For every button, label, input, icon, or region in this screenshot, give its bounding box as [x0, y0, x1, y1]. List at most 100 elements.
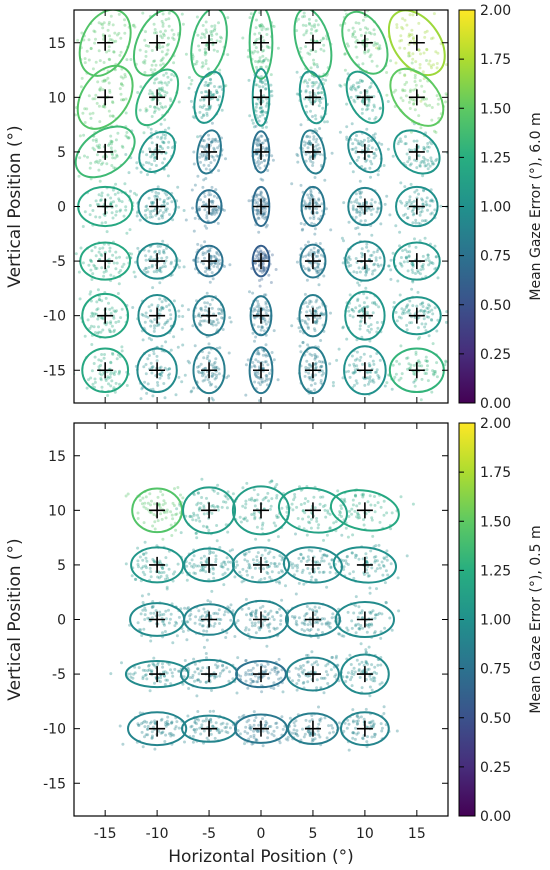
gaze-sample-point — [435, 94, 439, 98]
gaze-sample-point — [371, 359, 375, 363]
gaze-sample-point — [77, 174, 81, 178]
gaze-sample-point — [162, 251, 166, 255]
gaze-sample-point — [347, 261, 350, 265]
gaze-sample-point — [386, 100, 390, 103]
gaze-sample-point — [210, 37, 214, 41]
gaze-sample-point — [163, 501, 167, 505]
gaze-sample-point — [309, 190, 313, 194]
gaze-sample-point — [315, 211, 319, 215]
gaze-sample-point — [374, 42, 378, 46]
gaze-sample-point — [395, 23, 399, 27]
gaze-sample-point — [147, 161, 151, 165]
gaze-sample-point — [382, 556, 386, 560]
gaze-sample-point — [317, 269, 320, 273]
gaze-sample-point — [199, 615, 203, 619]
gaze-sample-point — [373, 559, 377, 562]
gaze-sample-point — [150, 153, 154, 157]
gaze-sample-point — [202, 356, 206, 360]
gaze-sample-point — [295, 29, 299, 33]
gaze-sample-point — [216, 483, 220, 487]
gaze-sample-point — [171, 674, 175, 678]
gaze-sample-point — [308, 207, 312, 211]
gaze-sample-point — [345, 137, 349, 141]
gaze-sample-point — [414, 83, 418, 87]
gaze-sample-point — [407, 200, 411, 204]
gaze-sample-point — [355, 38, 359, 42]
gaze-sample-point — [372, 152, 376, 156]
gaze-sample-point — [270, 668, 274, 672]
gaze-sample-point — [431, 369, 435, 373]
gaze-sample-point — [213, 255, 217, 259]
gaze-sample-point — [121, 83, 125, 87]
gaze-sample-point — [144, 30, 147, 34]
gaze-sample-point — [304, 104, 308, 108]
gaze-sample-point — [376, 501, 380, 505]
gaze-sample-point — [162, 198, 166, 202]
gaze-sample-point — [215, 373, 219, 377]
gaze-sample-point — [313, 251, 317, 255]
gaze-sample-point — [83, 334, 87, 338]
gaze-sample-point — [117, 282, 121, 286]
gaze-sample-point — [150, 215, 154, 219]
gaze-sample-point — [142, 627, 146, 631]
gaze-sample-point — [144, 271, 148, 274]
gaze-sample-point — [200, 477, 204, 481]
gaze-sample-point — [199, 198, 202, 202]
gaze-sample-point — [118, 53, 122, 57]
gaze-sample-point — [309, 100, 313, 104]
gaze-sample-point — [256, 138, 260, 142]
gaze-sample-point — [342, 565, 346, 569]
gaze-sample-point — [420, 84, 424, 88]
gaze-sample-point — [426, 208, 429, 212]
gaze-sample-point — [307, 253, 311, 257]
gaze-sample-point — [212, 93, 216, 96]
gaze-sample-point — [319, 163, 323, 167]
gaze-sample-point — [181, 22, 185, 26]
gaze-sample-point — [311, 115, 314, 118]
gaze-sample-point — [416, 326, 420, 330]
gaze-sample-point — [361, 141, 365, 144]
gaze-sample-point — [379, 663, 383, 667]
gaze-sample-point — [161, 62, 165, 66]
gaze-sample-point — [331, 381, 335, 384]
gaze-sample-point — [212, 48, 216, 52]
gaze-sample-point — [358, 203, 362, 207]
gaze-sample-point — [193, 344, 197, 348]
gaze-sample-point — [424, 355, 428, 359]
gaze-sample-point — [222, 668, 226, 672]
gaze-sample-point — [133, 275, 137, 279]
gaze-sample-point — [198, 105, 202, 109]
gaze-sample-point — [83, 57, 87, 61]
gaze-sample-point — [183, 659, 187, 662]
gaze-sample-point — [407, 51, 411, 55]
gaze-sample-point — [258, 193, 262, 197]
gaze-sample-point — [385, 381, 389, 385]
gaze-sample-point — [366, 27, 369, 31]
gaze-sample-point — [203, 47, 207, 51]
gaze-sample-point — [264, 87, 268, 91]
gaze-sample-point — [254, 537, 258, 541]
gaze-sample-point — [244, 671, 248, 675]
gaze-sample-point — [207, 164, 211, 167]
gaze-sample-point — [210, 213, 214, 217]
gaze-sample-point — [144, 372, 148, 376]
gaze-sample-point — [326, 673, 330, 677]
gaze-sample-point — [312, 81, 316, 84]
gaze-sample-point — [369, 677, 373, 681]
gaze-sample-point — [373, 665, 377, 669]
gaze-sample-point — [158, 269, 162, 273]
gaze-sample-point — [160, 374, 163, 378]
gaze-sample-point — [215, 91, 219, 94]
target-marker — [408, 34, 425, 51]
gaze-sample-point — [260, 277, 264, 281]
gaze-sample-point — [203, 90, 207, 94]
gaze-sample-point — [371, 133, 375, 137]
gaze-sample-point — [107, 143, 111, 147]
gaze-sample-point — [434, 130, 438, 134]
gaze-sample-point — [83, 61, 87, 65]
gaze-sample-point — [136, 559, 140, 563]
gaze-sample-point — [270, 570, 274, 574]
gaze-sample-point — [408, 198, 412, 202]
gaze-sample-point — [383, 384, 387, 388]
gaze-sample-point — [168, 617, 172, 621]
